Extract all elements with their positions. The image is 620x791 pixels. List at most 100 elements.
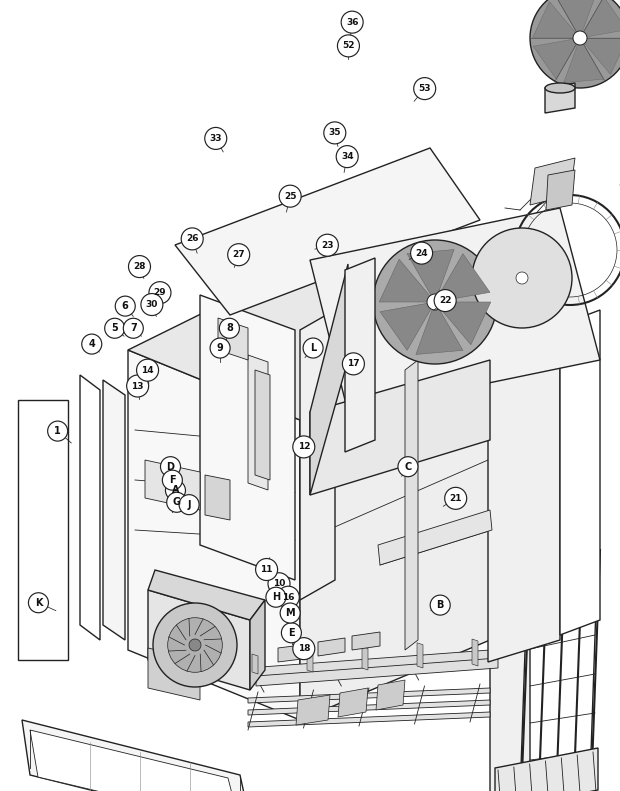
Circle shape [303, 338, 323, 358]
Text: 28: 28 [133, 262, 146, 271]
Polygon shape [530, 158, 575, 205]
Polygon shape [148, 590, 250, 690]
Circle shape [430, 595, 450, 615]
Text: 34: 34 [341, 152, 353, 161]
Circle shape [29, 592, 48, 613]
Polygon shape [490, 565, 530, 791]
Polygon shape [345, 258, 375, 452]
Polygon shape [405, 360, 418, 650]
Text: 29: 29 [154, 288, 166, 297]
Polygon shape [580, 0, 620, 38]
Circle shape [414, 78, 436, 100]
Circle shape [573, 31, 587, 45]
Ellipse shape [545, 83, 575, 93]
Text: B: B [436, 600, 444, 610]
Circle shape [266, 587, 286, 607]
Text: 27: 27 [232, 250, 245, 259]
Polygon shape [362, 646, 368, 670]
Text: A: A [172, 486, 179, 495]
Text: 8: 8 [226, 324, 233, 333]
Polygon shape [278, 644, 310, 662]
Text: 16: 16 [282, 592, 294, 602]
Text: 26: 26 [186, 234, 198, 244]
Text: H: H [272, 592, 280, 602]
Text: 22: 22 [439, 296, 451, 305]
Text: 9: 9 [217, 343, 223, 353]
Circle shape [228, 244, 250, 266]
Text: 7: 7 [130, 324, 136, 333]
Polygon shape [22, 720, 252, 791]
Text: F: F [169, 475, 175, 485]
Polygon shape [488, 325, 560, 662]
Polygon shape [417, 643, 423, 668]
Polygon shape [376, 680, 405, 710]
Circle shape [324, 122, 346, 144]
Circle shape [181, 228, 203, 250]
Polygon shape [18, 400, 68, 660]
Circle shape [167, 492, 187, 513]
Text: K: K [35, 598, 42, 607]
Circle shape [161, 456, 180, 477]
Circle shape [472, 228, 572, 328]
Circle shape [277, 586, 299, 608]
Text: 6: 6 [122, 301, 128, 311]
Circle shape [115, 296, 135, 316]
Text: 25: 25 [284, 191, 296, 201]
Circle shape [342, 353, 365, 375]
Circle shape [126, 375, 149, 397]
Text: J: J [187, 500, 191, 509]
Polygon shape [435, 254, 490, 302]
Text: 11: 11 [260, 565, 273, 574]
Text: 30: 30 [146, 300, 158, 309]
Text: 14: 14 [141, 365, 154, 375]
Polygon shape [250, 600, 265, 690]
Polygon shape [379, 259, 435, 302]
Circle shape [205, 127, 227, 149]
Circle shape [445, 487, 467, 509]
Polygon shape [148, 570, 265, 620]
Circle shape [123, 318, 143, 339]
Text: 1: 1 [55, 426, 61, 436]
Circle shape [82, 334, 102, 354]
Circle shape [268, 573, 290, 595]
Polygon shape [205, 475, 230, 520]
Text: L: L [310, 343, 316, 353]
Circle shape [398, 456, 418, 477]
Text: 33: 33 [210, 134, 222, 143]
Text: 36: 36 [346, 17, 358, 27]
Polygon shape [310, 360, 490, 495]
Polygon shape [300, 310, 335, 600]
Polygon shape [256, 658, 498, 686]
Circle shape [337, 35, 360, 57]
Text: 12: 12 [298, 442, 310, 452]
Polygon shape [560, 310, 600, 635]
Polygon shape [556, 0, 596, 38]
Circle shape [153, 603, 237, 687]
Polygon shape [310, 208, 600, 412]
Polygon shape [352, 632, 380, 650]
Polygon shape [533, 2, 580, 38]
Text: M: M [285, 608, 295, 618]
Polygon shape [255, 370, 270, 480]
Circle shape [162, 470, 182, 490]
Polygon shape [296, 695, 330, 725]
Circle shape [179, 494, 199, 515]
Circle shape [141, 293, 163, 316]
Polygon shape [580, 38, 620, 74]
Polygon shape [145, 460, 200, 510]
Circle shape [341, 11, 363, 33]
Circle shape [210, 338, 230, 358]
Polygon shape [310, 264, 348, 495]
Polygon shape [175, 148, 480, 315]
Text: 17: 17 [347, 359, 360, 369]
Polygon shape [338, 688, 368, 717]
Polygon shape [546, 170, 575, 210]
Circle shape [336, 146, 358, 168]
Text: 52: 52 [342, 41, 355, 51]
Circle shape [166, 480, 185, 501]
Polygon shape [200, 295, 295, 580]
Circle shape [293, 436, 315, 458]
Circle shape [427, 294, 443, 310]
Circle shape [373, 240, 497, 364]
Circle shape [149, 282, 171, 304]
